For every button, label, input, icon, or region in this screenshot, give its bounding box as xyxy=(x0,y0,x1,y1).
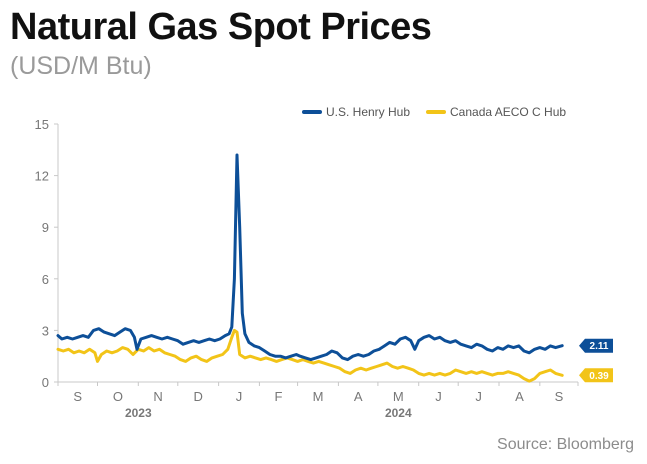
source-note: Source: Bloomberg xyxy=(497,436,634,453)
end-labels: 2.11 0.39 xyxy=(579,338,613,383)
x-tick-label: J xyxy=(236,389,243,404)
x-tick-label: O xyxy=(113,389,123,404)
aeco-hub-line xyxy=(56,328,564,383)
x-tick-label: A xyxy=(515,389,524,404)
legend-label: U.S. Henry Hub xyxy=(326,105,410,119)
y-tick-label: 6 xyxy=(42,272,49,287)
x-tick-label: N xyxy=(153,389,162,404)
x-tick-label: J xyxy=(475,389,482,404)
end-label-tag xyxy=(579,338,613,353)
end-label-tag xyxy=(579,368,613,383)
x-tick-label: S xyxy=(555,389,564,404)
x-year-label: 2023 xyxy=(125,406,152,420)
series-lines xyxy=(56,153,564,383)
x-tick-label: A xyxy=(354,389,363,404)
chart-subtitle: (USD/M Btu) xyxy=(10,52,152,80)
x-year-label: 2024 xyxy=(385,406,412,420)
end-label-value: 2.11 xyxy=(590,341,609,352)
x-tick-label: F xyxy=(275,389,283,404)
x-tick-label: M xyxy=(313,389,324,404)
legend: U.S. Henry Hub Canada AECO C Hub xyxy=(302,105,566,119)
x-tick-label: M xyxy=(393,389,404,404)
y-tick-label: 9 xyxy=(42,220,49,235)
x-tick-label: D xyxy=(194,389,203,404)
henry-hub-line xyxy=(56,153,564,362)
y-tick-label: 0 xyxy=(42,375,49,390)
y-tick-label: 15 xyxy=(35,117,49,132)
y-tick-label: 3 xyxy=(42,323,49,338)
end-label-value: 0.39 xyxy=(589,371,609,382)
x-tick-label: S xyxy=(73,389,82,404)
x-tick-label: J xyxy=(435,389,442,404)
legend-label: Canada AECO C Hub xyxy=(450,105,566,119)
y-tick-label: 12 xyxy=(35,169,49,184)
chart-title: Natural Gas Spot Prices xyxy=(10,6,432,48)
chart-axes: 0 3 6 9 12 15 S O N D J F M A M J J A S 2023 2024 xyxy=(35,117,579,420)
